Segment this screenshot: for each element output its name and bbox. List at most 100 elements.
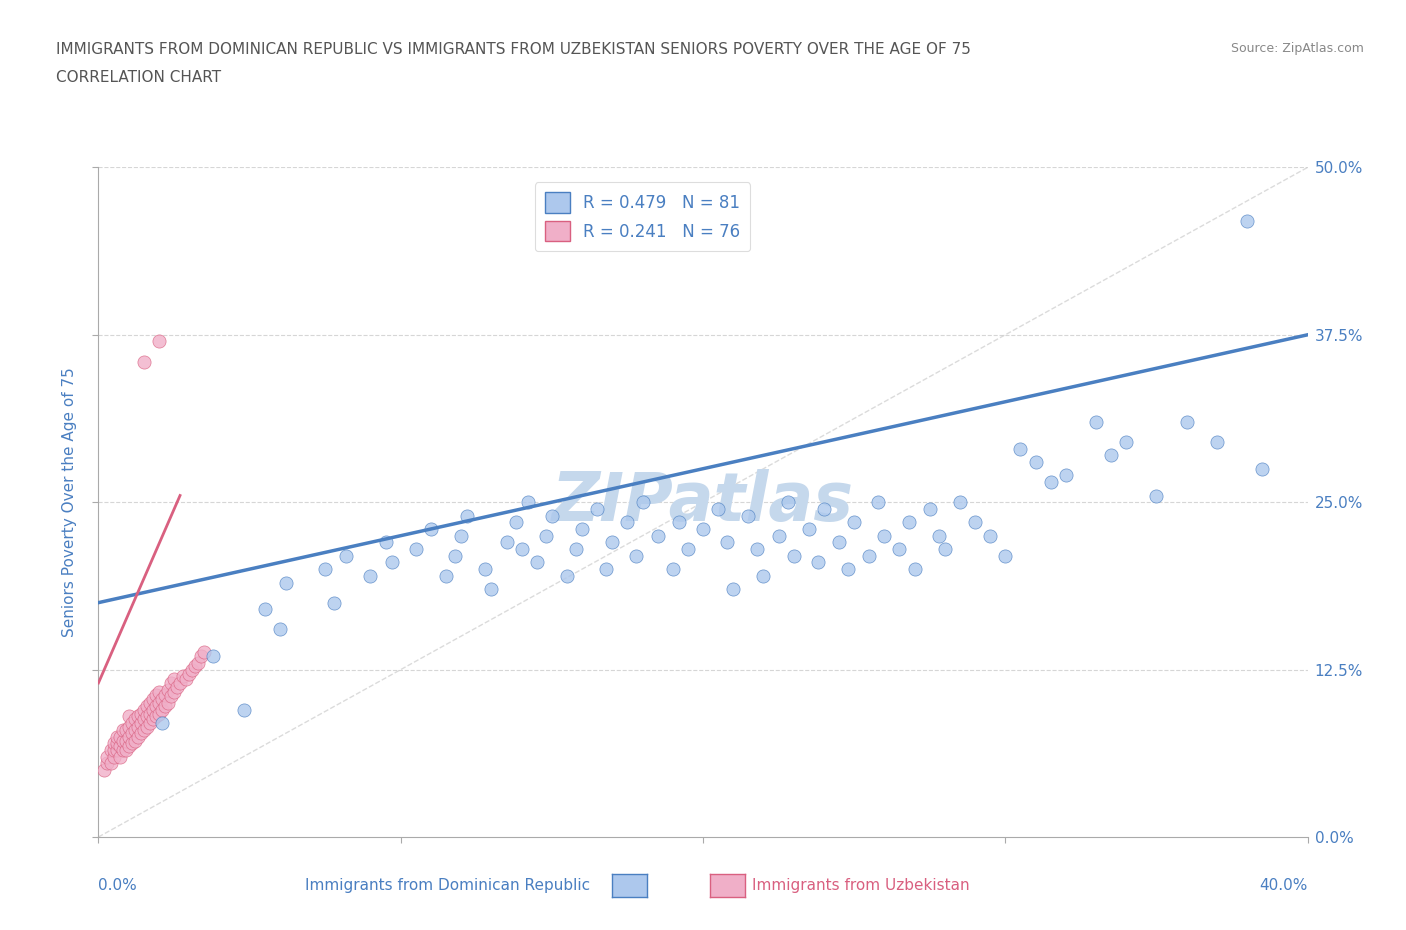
Point: [129, 716, 152, 731]
Point: [100, 742, 122, 757]
Point: [150, 692, 173, 707]
Point: [93, 763, 115, 777]
Point: [323, 595, 346, 610]
Point: [456, 508, 478, 523]
Point: [540, 508, 562, 523]
Point: [148, 696, 170, 711]
Point: [156, 696, 179, 711]
Point: [555, 568, 578, 583]
Point: [129, 725, 152, 740]
Point: [179, 666, 201, 681]
Point: [844, 515, 866, 530]
Point: [202, 649, 225, 664]
Point: [114, 723, 136, 737]
Point: [96, 756, 118, 771]
Text: Immigrants from Dominican Republic: Immigrants from Dominican Republic: [305, 878, 591, 893]
Point: [118, 729, 141, 744]
Point: [105, 729, 128, 744]
Point: [965, 515, 987, 530]
Point: [132, 702, 155, 717]
Point: [768, 528, 790, 543]
Point: [145, 709, 167, 724]
Point: [873, 528, 896, 543]
Point: [163, 671, 186, 686]
Point: [111, 723, 134, 737]
Point: [994, 549, 1017, 564]
Point: [474, 562, 496, 577]
Point: [565, 541, 588, 556]
Point: [139, 696, 162, 711]
Point: [156, 683, 179, 698]
Point: [1175, 415, 1198, 430]
Point: [807, 555, 830, 570]
Point: [118, 709, 141, 724]
Point: [716, 535, 738, 550]
Point: [534, 528, 557, 543]
Point: [150, 702, 173, 717]
Text: CORRELATION CHART: CORRELATION CHART: [56, 70, 221, 85]
Point: [127, 729, 149, 744]
Point: [897, 515, 920, 530]
Point: [450, 528, 472, 543]
Point: [1144, 488, 1167, 503]
Point: [374, 535, 396, 550]
Point: [314, 562, 336, 577]
Point: [135, 720, 157, 735]
Point: [103, 736, 125, 751]
Point: [505, 515, 527, 530]
Point: [160, 675, 183, 690]
Point: [153, 698, 176, 713]
Point: [797, 522, 820, 537]
Point: [105, 742, 128, 757]
Point: [129, 707, 152, 722]
Point: [153, 687, 176, 702]
Legend: R = 0.479   N = 81, R = 0.241   N = 76: R = 0.479 N = 81, R = 0.241 N = 76: [534, 182, 751, 251]
Point: [108, 750, 131, 764]
Point: [174, 671, 197, 686]
Point: [571, 522, 593, 537]
Point: [103, 742, 125, 757]
Point: [918, 501, 941, 516]
Text: 0.0%: 0.0%: [98, 878, 138, 893]
Point: [858, 549, 880, 564]
Point: [434, 568, 457, 583]
Point: [190, 649, 212, 664]
Point: [142, 692, 165, 707]
Point: [868, 495, 890, 510]
Point: [118, 738, 141, 753]
Point: [828, 535, 851, 550]
Point: [928, 528, 950, 543]
Point: [1251, 461, 1274, 476]
Point: [132, 711, 155, 726]
Point: [602, 535, 624, 550]
Point: [405, 541, 427, 556]
Point: [1054, 468, 1077, 483]
Point: [979, 528, 1001, 543]
Point: [132, 723, 155, 737]
Point: [723, 582, 745, 597]
Point: [444, 549, 467, 564]
Point: [121, 716, 143, 731]
Point: [274, 575, 297, 590]
Point: [160, 689, 183, 704]
Point: [187, 656, 209, 671]
Y-axis label: Seniors Poverty Over the Age of 75: Seniors Poverty Over the Age of 75: [62, 367, 77, 637]
Point: [232, 702, 254, 717]
Point: [949, 495, 972, 510]
Point: [148, 684, 170, 699]
Point: [269, 622, 291, 637]
Point: [108, 738, 131, 753]
Point: [495, 535, 517, 550]
Point: [145, 698, 167, 713]
Point: [668, 515, 690, 530]
Point: [904, 562, 927, 577]
Point: [169, 675, 191, 690]
Point: [105, 736, 128, 751]
Point: [253, 602, 276, 617]
Point: [676, 541, 699, 556]
Point: [889, 541, 911, 556]
Point: [776, 495, 799, 510]
Text: ZIPatlas: ZIPatlas: [553, 470, 853, 535]
Point: [420, 522, 443, 537]
Point: [510, 541, 533, 556]
